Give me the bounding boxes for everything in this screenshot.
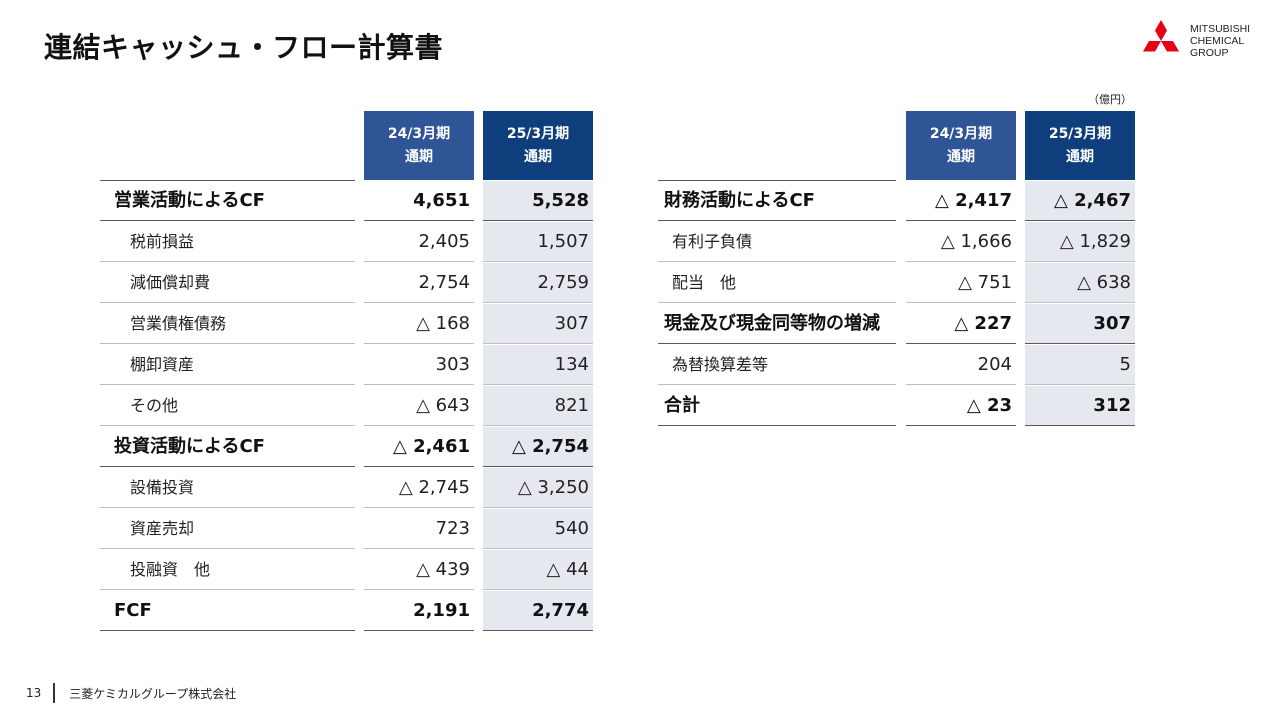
row-label: 為替換算差等: [658, 345, 896, 385]
left-header-25: 25/3月期 通期: [483, 111, 593, 180]
page-number: 13: [26, 686, 42, 700]
value-24-3: △ 2,461: [364, 427, 474, 467]
value-24-3: 303: [364, 345, 474, 385]
value-24-3: △ 2,417: [906, 181, 1016, 221]
footer-divider: [53, 683, 56, 703]
right-header-24: 24/3月期 通期: [906, 111, 1016, 180]
value-25-3: △ 3,250: [483, 468, 593, 508]
value-24-3: △ 227: [906, 304, 1016, 344]
value-25-3: △ 2,754: [483, 427, 593, 467]
footer: 13 三菱ケミカルグループ株式会社: [26, 683, 236, 703]
unit-label: （億円）: [1088, 93, 1132, 106]
header-period: 24/3月期: [387, 125, 451, 142]
value-24-3: △ 23: [906, 386, 1016, 426]
row-label: FCF: [100, 591, 355, 631]
header-period: 24/3月期: [929, 125, 993, 142]
value-24-3: △ 2,745: [364, 468, 474, 508]
company-name: 三菱ケミカルグループ株式会社: [69, 686, 237, 701]
value-25-3: 821: [483, 386, 593, 426]
page-title: 連結キャッシュ・フロー計算書: [44, 31, 444, 64]
header-period: 25/3月期: [506, 125, 570, 142]
logo-text-line-2: CHEMICAL: [1190, 35, 1245, 47]
row-label: 税前損益: [100, 222, 355, 262]
company-logo: MITSUBISHI CHEMICAL GROUP: [1138, 20, 1268, 66]
logo-text-line-1: MITSUBISHI: [1190, 23, 1251, 35]
value-24-3: 723: [364, 509, 474, 549]
header-sub: 通期: [524, 148, 552, 165]
value-25-3: 312: [1025, 386, 1135, 426]
value-25-3: 134: [483, 345, 593, 385]
logo-text-line-3: GROUP: [1190, 47, 1229, 59]
header-sub: 通期: [947, 148, 975, 165]
row-label: 設備投資: [100, 468, 355, 508]
value-24-3: 2,191: [364, 591, 474, 631]
row-label: 営業債権債務: [100, 304, 355, 344]
value-24-3: △ 168: [364, 304, 474, 344]
value-25-3: △ 638: [1025, 263, 1135, 303]
row-label: 棚卸資産: [100, 345, 355, 385]
row-label: その他: [100, 386, 355, 426]
value-24-3: 204: [906, 345, 1016, 385]
row-label: 営業活動によるCF: [100, 181, 355, 221]
row-label: 配当 他: [658, 263, 896, 303]
left-header-24: 24/3月期 通期: [364, 111, 474, 180]
row-label: 投融資 他: [100, 550, 355, 590]
value-25-3: △ 44: [483, 550, 593, 590]
row-label: 有利子負債: [658, 222, 896, 262]
header-period: 25/3月期: [1048, 125, 1112, 142]
value-24-3: 2,405: [364, 222, 474, 262]
row-label: 資産売却: [100, 509, 355, 549]
value-24-3: △ 439: [364, 550, 474, 590]
value-24-3: 2,754: [364, 263, 474, 303]
row-label: 減価償却費: [100, 263, 355, 303]
row-label: 投資活動によるCF: [100, 427, 355, 467]
value-24-3: △ 751: [906, 263, 1016, 303]
row-label: 現金及び現金同等物の増減: [658, 304, 896, 344]
value-25-3: 540: [483, 509, 593, 549]
header-sub: 通期: [405, 148, 433, 165]
header-sub: 通期: [1066, 148, 1094, 165]
value-25-3: 2,759: [483, 263, 593, 303]
value-24-3: △ 1,666: [906, 222, 1016, 262]
value-25-3: 2,774: [483, 591, 593, 631]
value-24-3: △ 643: [364, 386, 474, 426]
value-25-3: △ 1,829: [1025, 222, 1135, 262]
three-diamonds-icon: [1143, 20, 1179, 52]
table-top-rule: [100, 180, 355, 181]
row-label: 合計: [658, 386, 896, 426]
value-25-3: 1,507: [483, 222, 593, 262]
value-25-3: 5: [1025, 345, 1135, 385]
table-top-rule: [658, 180, 896, 181]
value-25-3: △ 2,467: [1025, 181, 1135, 221]
value-24-3: 4,651: [364, 181, 474, 221]
right-header-25: 25/3月期 通期: [1025, 111, 1135, 180]
value-25-3: 307: [1025, 304, 1135, 344]
value-25-3: 307: [483, 304, 593, 344]
value-25-3: 5,528: [483, 181, 593, 221]
row-label: 財務活動によるCF: [658, 181, 896, 221]
